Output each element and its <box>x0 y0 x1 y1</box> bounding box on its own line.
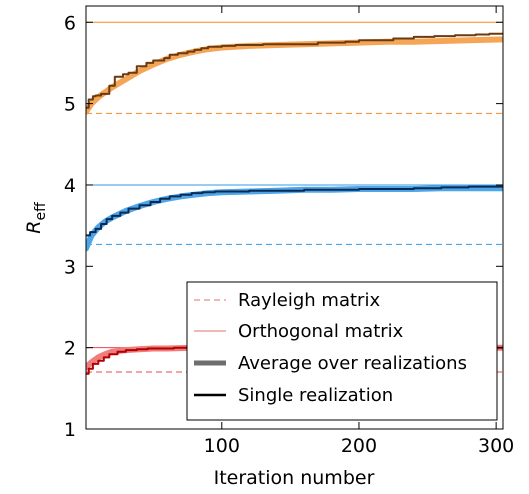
average-series-orange <box>86 36 503 115</box>
y-tick-label: 4 <box>64 175 76 197</box>
legend: Rayleigh matrix Orthogonal matrix Averag… <box>186 281 498 421</box>
x-axis-ticks: 100 200 300 <box>204 6 514 457</box>
y-tick-label: 6 <box>64 12 76 34</box>
legend-label-orthogonal: Orthogonal matrix <box>238 321 404 342</box>
y-tick-label: 5 <box>64 94 76 116</box>
y-tick-label: 3 <box>64 256 76 278</box>
y-axis-label: Reff <box>23 202 49 234</box>
legend-label-rayleigh: Rayleigh matrix <box>238 290 380 311</box>
y-tick-label: 2 <box>64 338 76 360</box>
x-axis-label: Iteration number <box>214 467 375 489</box>
legend-label-average: Average over realizations <box>238 353 467 374</box>
single-series-orange <box>86 32 503 109</box>
y-axis-label-main: R <box>23 221 45 234</box>
average-series-blue <box>86 185 503 252</box>
single-series-blue <box>86 185 503 237</box>
x-tick-label: 300 <box>478 435 514 457</box>
legend-label-single: Single realization <box>238 385 393 406</box>
x-tick-label: 100 <box>204 435 240 457</box>
x-tick-label: 200 <box>341 435 377 457</box>
y-tick-label: 1 <box>64 419 76 441</box>
y-axis-ticks: 1 2 3 4 5 6 <box>64 12 503 441</box>
legend-box <box>186 281 498 421</box>
plot-frame <box>85 5 504 430</box>
y-axis-label-sub: eff <box>33 202 49 221</box>
